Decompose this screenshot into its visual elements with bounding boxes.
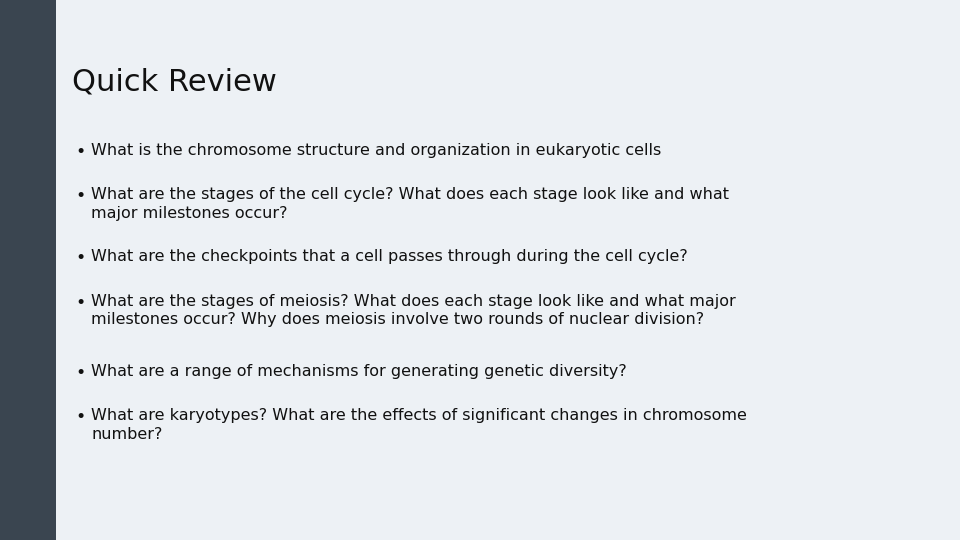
Text: What are the stages of the cell cycle? What does each stage look like and what
m: What are the stages of the cell cycle? W… xyxy=(91,187,730,221)
Text: •: • xyxy=(76,408,86,426)
Text: What are karyotypes? What are the effects of significant changes in chromosome
n: What are karyotypes? What are the effect… xyxy=(91,408,747,442)
Text: What are a range of mechanisms for generating genetic diversity?: What are a range of mechanisms for gener… xyxy=(91,364,627,379)
Text: •: • xyxy=(76,143,86,161)
Text: •: • xyxy=(76,249,86,267)
FancyBboxPatch shape xyxy=(0,0,56,540)
Text: •: • xyxy=(76,364,86,382)
Text: What are the checkpoints that a cell passes through during the cell cycle?: What are the checkpoints that a cell pas… xyxy=(91,249,688,265)
Text: What are the stages of meiosis? What does each stage look like and what major
mi: What are the stages of meiosis? What doe… xyxy=(91,294,736,327)
Text: What is the chromosome structure and organization in eukaryotic cells: What is the chromosome structure and org… xyxy=(91,143,661,158)
Text: Quick Review: Quick Review xyxy=(72,68,276,97)
Text: •: • xyxy=(76,187,86,205)
FancyBboxPatch shape xyxy=(56,0,960,540)
Text: •: • xyxy=(76,294,86,312)
